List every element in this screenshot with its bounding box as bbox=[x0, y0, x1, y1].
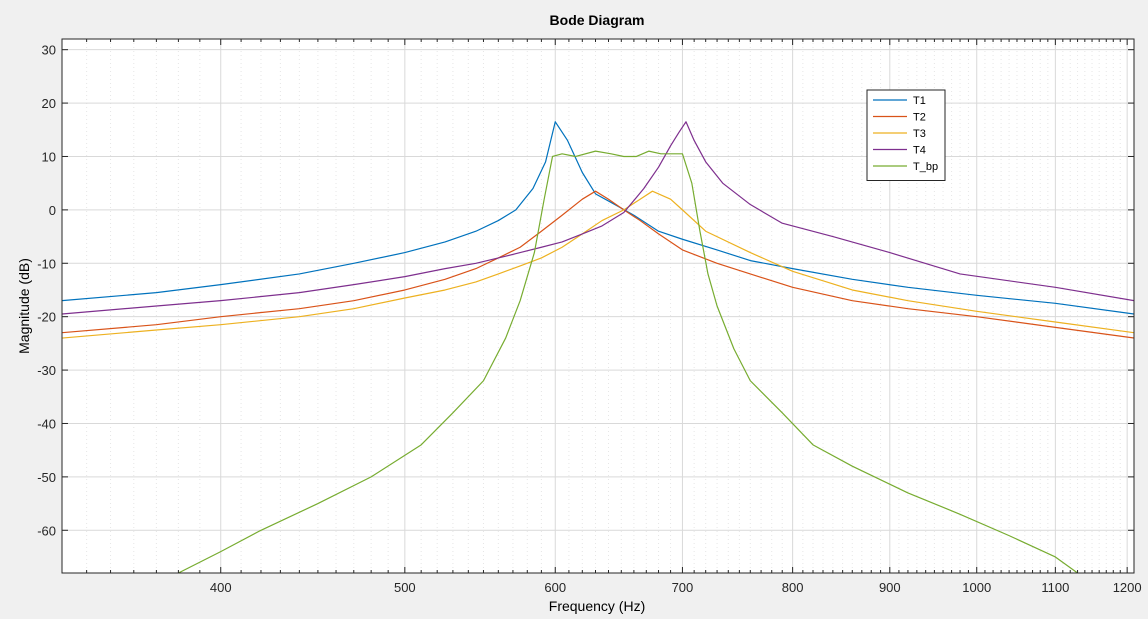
y-tick-label: -60 bbox=[37, 523, 56, 538]
y-tick-label: -30 bbox=[37, 363, 56, 378]
y-axis-ticks: 30 20 10 0 -10 -20 -30 -40 -50 -60 bbox=[37, 43, 1134, 538]
y-tick-label: 0 bbox=[49, 203, 56, 218]
legend-label: T_bp bbox=[913, 161, 938, 173]
x-tick-label: 600 bbox=[544, 580, 566, 595]
x-tick-label: 1100 bbox=[1041, 580, 1069, 595]
x-tick-label: 700 bbox=[672, 580, 694, 595]
legend-label: T2 bbox=[913, 112, 926, 124]
plot-frame bbox=[61, 38, 1135, 574]
legend[interactable]: T1 T2 T3 T4 T_bp bbox=[866, 89, 946, 181]
chart-title: Bode Diagram bbox=[550, 12, 645, 28]
x-tick-label: 800 bbox=[782, 580, 804, 595]
plot-area[interactable] bbox=[62, 39, 1134, 573]
y-tick-label: 20 bbox=[42, 96, 56, 111]
series-line-t-bp[interactable] bbox=[178, 150, 1078, 573]
series-line-t2[interactable] bbox=[62, 190, 1134, 339]
series-group bbox=[62, 121, 1134, 573]
series-line-t4[interactable] bbox=[62, 121, 1134, 315]
x-tick-label: 1200 bbox=[1113, 580, 1142, 595]
x-tick-label: 400 bbox=[210, 580, 232, 595]
y-tick-label: -10 bbox=[37, 256, 56, 271]
legend-label: T3 bbox=[913, 128, 926, 140]
x-axis-label: Frequency (Hz) bbox=[549, 598, 645, 614]
x-tick-label: 900 bbox=[879, 580, 901, 595]
y-tick-label: 10 bbox=[42, 149, 56, 164]
y-tick-label: -20 bbox=[37, 310, 56, 325]
y-tick-label: 30 bbox=[42, 43, 56, 58]
x-tick-label: 500 bbox=[394, 580, 416, 595]
x-tick-label: 1000 bbox=[962, 580, 991, 595]
y-tick-label: -40 bbox=[37, 416, 56, 431]
series-line-t3[interactable] bbox=[62, 190, 1134, 339]
legend-label: T4 bbox=[913, 145, 926, 157]
legend-label: T1 bbox=[913, 95, 926, 107]
y-axis-label: Magnitude (dB) bbox=[16, 258, 32, 354]
y-tick-label: -50 bbox=[37, 470, 56, 485]
x-axis-ticks: 400 500 600 700 800 900 1000 1100 1200 bbox=[86, 39, 1142, 595]
